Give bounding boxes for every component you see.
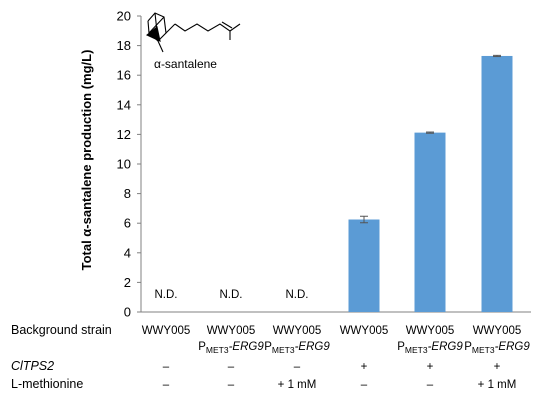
- y-tick-label: 10: [117, 157, 131, 172]
- genotype-prefix: P: [198, 341, 206, 353]
- table-cell: –: [361, 379, 368, 391]
- strain-genotype: PMET3-ERG9: [397, 341, 463, 355]
- strain-genotype: PMET3-ERG9: [264, 341, 330, 355]
- y-axis-title-suffix: -santalene production (mg/L): [79, 50, 94, 229]
- alpha-santalene-structure: [145, 12, 241, 53]
- table-cell: –: [163, 379, 170, 391]
- genotype-suffix: -ERG9: [428, 341, 464, 353]
- error-bar: [360, 215, 368, 224]
- y-axis-title-prefix: Total: [79, 237, 94, 271]
- y-tick-label: 2: [124, 275, 131, 290]
- y-tick-label: 8: [124, 186, 131, 201]
- bar: [481, 55, 513, 313]
- table-cell: –: [163, 361, 170, 373]
- genotype-subscript: MET3: [206, 345, 229, 355]
- y-tick-label: 20: [117, 9, 131, 24]
- strain-name: WWY005: [142, 325, 191, 337]
- genotype-suffix: -ERG9: [495, 341, 531, 353]
- y-tick-label: 6: [124, 216, 131, 231]
- genotype-prefix: P: [464, 341, 472, 353]
- genotype-prefix: P: [264, 341, 272, 353]
- table-cell: + 1 mM: [278, 379, 317, 391]
- strain-genotype: PMET3-ERG9: [464, 341, 530, 355]
- bar: [348, 219, 380, 312]
- structure-label: α-santalene: [154, 57, 217, 71]
- table-cell: –: [427, 379, 434, 391]
- strain-name: WWY005: [273, 325, 322, 337]
- genotype-suffix: -ERG9: [229, 341, 265, 353]
- y-axis-title-greek: α: [79, 229, 94, 237]
- genotype-subscript: MET3: [472, 345, 495, 355]
- y-tick-label: 16: [117, 68, 131, 83]
- strain-name: WWY005: [473, 325, 522, 337]
- y-tick-label: 14: [117, 97, 131, 112]
- genotype-prefix: P: [397, 341, 405, 353]
- not-detected-label: N.D.: [220, 289, 243, 301]
- row-label: Background strain: [11, 323, 112, 337]
- strain-name: WWY005: [406, 325, 455, 337]
- y-tick-label: 4: [124, 245, 131, 260]
- genotype-subscript: MET3: [405, 345, 428, 355]
- y-tick-label: 12: [117, 127, 131, 142]
- strain-name: WWY005: [340, 325, 389, 337]
- genotype-suffix: -ERG9: [295, 341, 331, 353]
- not-detected-label: N.D.: [286, 289, 309, 301]
- genotype-subscript: MET3: [272, 345, 295, 355]
- table-cell: –: [294, 361, 301, 373]
- bars: N.D. N.D. N.D.: [155, 54, 513, 313]
- table-cell: –: [228, 379, 235, 391]
- table-cell: +: [427, 361, 434, 373]
- table-cell: –: [228, 361, 235, 373]
- strain-name: WWY005: [207, 325, 256, 337]
- y-axis-title: Total α-santalene production (mg/L): [79, 50, 94, 271]
- row-label: L-methionine: [11, 377, 83, 391]
- not-detected-label: N.D.: [155, 289, 178, 301]
- y-ticks: 0 2 4 6 8 10 12 14 16 18 20: [117, 9, 141, 320]
- strain-genotype: PMET3-ERG9: [198, 341, 264, 355]
- y-tick-label: 0: [124, 305, 131, 320]
- table-cell: +: [494, 361, 501, 373]
- table-cell: +: [361, 361, 368, 373]
- error-bar: [426, 131, 434, 134]
- row-label: ClTPS2: [11, 359, 54, 373]
- condition-table: Background strain WWY005 WWY005PMET3-ERG9W…: [11, 323, 530, 391]
- y-tick-label: 18: [117, 38, 131, 53]
- table-cell: + 1 mM: [478, 379, 517, 391]
- error-bar: [493, 54, 501, 58]
- bar: [414, 132, 446, 312]
